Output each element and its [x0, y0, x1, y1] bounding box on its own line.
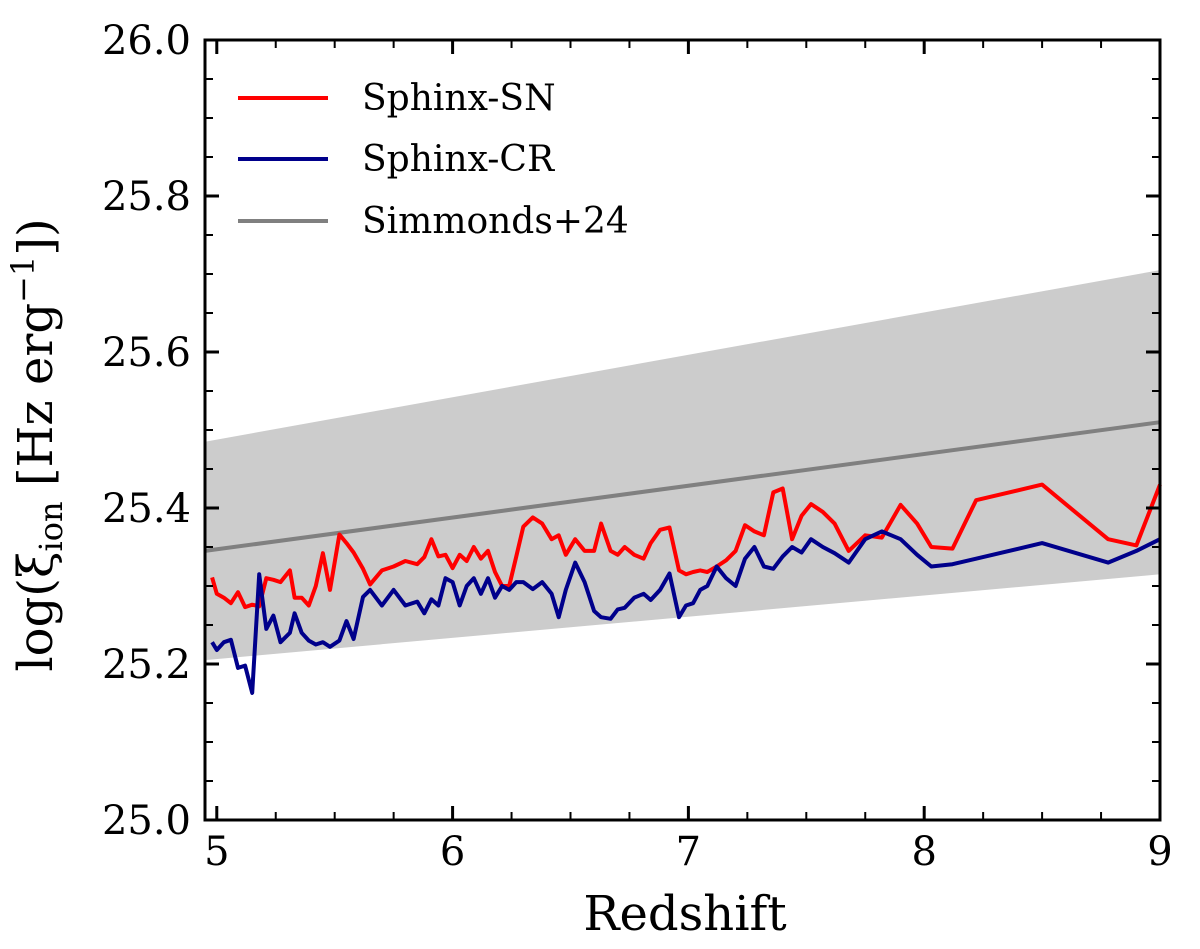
- x-tick-label: 8: [911, 829, 936, 875]
- y-tick-label: 26.0: [102, 18, 191, 64]
- plot-frame: [203, 38, 1162, 822]
- simmonds-line: [204, 420, 1161, 553]
- x-tick-label: 5: [204, 829, 229, 875]
- y-label-middle: [Hz erg: [8, 303, 64, 501]
- x-tick-label: 6: [440, 829, 465, 875]
- simmonds-uncertainty-band: [205, 270, 1160, 661]
- x-axis-label: Redshift: [583, 886, 786, 942]
- y-label-subscript: ion: [32, 501, 70, 551]
- x-tick-label: 7: [676, 829, 701, 875]
- y-tick-label: 25.4: [102, 486, 191, 532]
- uncertainty-band-layer: [205, 270, 1160, 661]
- sphinx-sn-line: [210, 482, 1162, 610]
- x-tick-label: 9: [1147, 829, 1172, 875]
- y-tick-label: 25.6: [102, 330, 191, 376]
- y-tick-label: 25.8: [102, 174, 191, 220]
- legend-label-simmonds: Simmonds+24: [362, 201, 629, 242]
- y-label-prefix: log(ξ: [8, 552, 64, 672]
- legend-label-sphinx-sn: Sphinx-SN: [362, 78, 556, 119]
- legend-label-sphinx-cr: Sphinx-CR: [362, 139, 555, 180]
- y-label-suffix: ]): [8, 218, 64, 255]
- legend: Sphinx-SN Sphinx-CR Simmonds+24: [238, 78, 629, 242]
- y-axis-label: log(ξion [Hz erg−1]): [4, 218, 70, 671]
- series-layer: [204, 420, 1162, 695]
- x-tick-labels: 5 6 7 8 9: [204, 829, 1173, 875]
- y-tick-labels: 25.0 25.2 25.4 25.6 25.8 26.0: [102, 18, 191, 844]
- y-tick-label: 25.2: [102, 642, 191, 688]
- sphinx-cr-line: [210, 529, 1161, 695]
- y-tick-label: 25.0: [102, 798, 191, 844]
- y-label-superscript: −1: [4, 256, 42, 303]
